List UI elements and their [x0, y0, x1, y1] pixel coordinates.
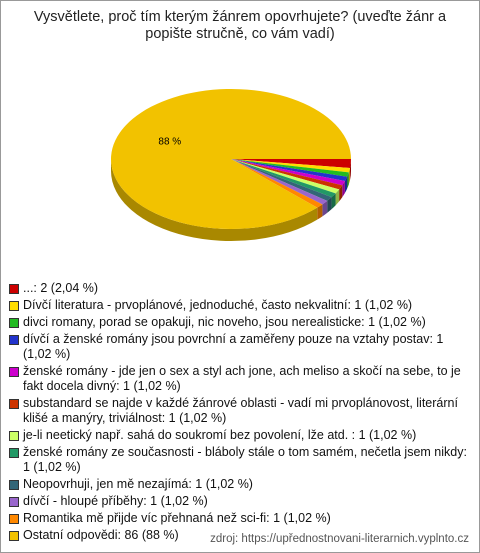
pie-slice — [231, 159, 332, 201]
pie-side — [350, 159, 351, 180]
legend-item: dívčí - hloupé příběhy: 1 (1,02 %) — [9, 494, 471, 509]
slice-label: 88 % — [158, 137, 181, 148]
pie-slice — [231, 159, 340, 194]
pie-side — [331, 193, 336, 210]
legend-swatch — [9, 431, 19, 441]
pie-slice — [231, 159, 343, 190]
pie-side — [344, 176, 348, 194]
legend-label: Romantika mě přijde víc přehnaná než sci… — [23, 511, 331, 525]
source: zdroj: https://upřednostnovani-literarni… — [210, 533, 469, 545]
pie-side — [335, 189, 340, 206]
legend-label: ženské romány ze současnosti - bláboly s… — [23, 445, 467, 474]
legend-swatch — [9, 284, 19, 294]
legend-label: je-li neetický např. sahá do soukromí be… — [23, 428, 417, 442]
legend-swatch — [9, 531, 19, 541]
legend-label: Ostatní odpovědi: 86 (88 %) — [23, 528, 179, 542]
legend-item: Dívčí literatura - prvoplánové, jednoduc… — [9, 298, 471, 313]
legend-item: ...: 2 (2,04 %) — [9, 281, 471, 296]
legend-swatch — [9, 301, 19, 311]
legend-swatch — [9, 448, 19, 458]
pie-slice — [231, 159, 323, 208]
legend-swatch — [9, 335, 19, 345]
legend-label: dívčí - hloupé příběhy: 1 (1,02 %) — [23, 494, 208, 508]
legend-item: Romantika mě přijde víc přehnaná než sci… — [9, 511, 471, 526]
legend-label: ...: 2 (2,04 %) — [23, 281, 99, 295]
legend-label: divci romany, porad se opakuji, nic nove… — [23, 315, 426, 329]
legend-swatch — [9, 480, 19, 490]
pie-side — [348, 167, 351, 185]
legend-swatch — [9, 514, 19, 524]
pie-slice — [231, 159, 348, 182]
legend-item: dívčí a ženské romány jsou povrchní a za… — [9, 332, 471, 362]
legend-label: Neopovrhuji, jen mě nezajímá: 1 (1,02 %) — [23, 477, 253, 491]
pie-slice — [231, 159, 351, 173]
legend-item: Neopovrhuji, jen mě nezajímá: 1 (1,02 %) — [9, 477, 471, 492]
pie-area: 88 % — [111, 88, 351, 241]
pie-slice — [231, 159, 349, 177]
pie-side — [322, 200, 328, 217]
legend: ...: 2 (2,04 %) Dívčí literatura - prvopl… — [9, 281, 471, 545]
legend-item: ženské romány - jde jen o sex a styl ach… — [9, 364, 471, 394]
legend-swatch — [9, 399, 19, 409]
pie-side — [347, 172, 349, 189]
pie-side — [111, 159, 318, 241]
legend-label: substandard se najde v každé žánrové obl… — [23, 396, 458, 425]
pie-slice — [111, 88, 351, 230]
legend-item: je-li neetický např. sahá do soukromí be… — [9, 428, 471, 443]
pie-side — [327, 197, 332, 213]
legend-item: divci romany, porad se opakuji, nic nove… — [9, 315, 471, 330]
legend-item: ženské romány ze současnosti - bláboly s… — [9, 445, 471, 475]
pie-side — [317, 204, 323, 220]
pie-slice — [231, 159, 351, 168]
pie-slice — [231, 159, 328, 205]
legend-item: substandard se najde v každé žánrové obl… — [9, 396, 471, 426]
chart-title: Vysvětlete, proč tím kterým žánrem opovr… — [33, 9, 447, 42]
pie-slice — [231, 159, 345, 186]
legend-label: Dívčí literatura - prvoplánové, jednoduc… — [23, 298, 413, 312]
pie-side — [339, 185, 343, 202]
legend-swatch — [9, 497, 19, 507]
legend-swatch — [9, 367, 19, 377]
legend-label: ženské romány - jde jen o sex a styl ach… — [23, 364, 461, 393]
pie-side — [342, 181, 345, 198]
legend-label: dívčí a ženské romány jsou povrchní a za… — [23, 332, 444, 361]
pie-slice — [231, 159, 336, 198]
legend-swatch — [9, 318, 19, 328]
legend-item: Ostatní odpovědi: 86 (88 %) — [9, 528, 471, 543]
